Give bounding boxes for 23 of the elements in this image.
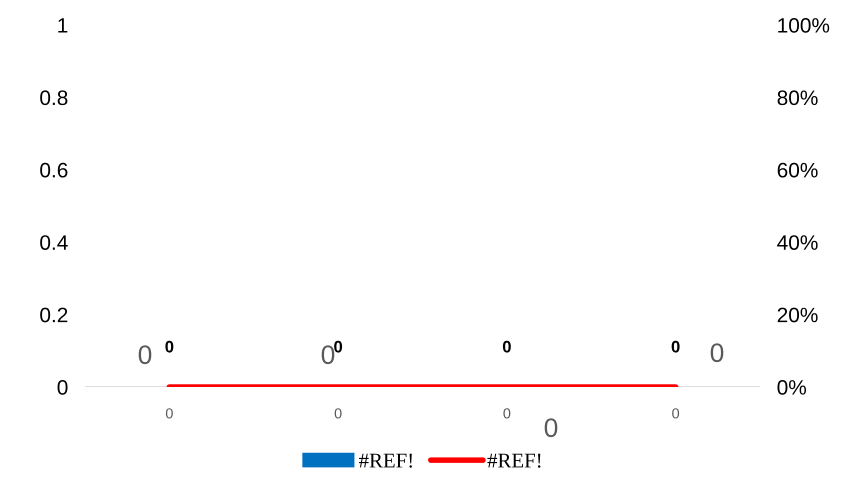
y2-tick-label: 40% — [777, 235, 818, 250]
x-tick-label: 0 — [672, 340, 680, 353]
data-label: 0 — [503, 408, 510, 419]
y2-tick-label: 80% — [778, 90, 818, 106]
y-tick-label: 1 — [58, 18, 68, 33]
y2-tick-label: 0% — [777, 380, 806, 395]
y-tick-label: 0.2 — [40, 308, 68, 322]
y-tick-label: 0 — [58, 380, 68, 395]
y2-tick-label: 60% — [778, 162, 818, 178]
legend-label: #REF! — [358, 454, 412, 468]
y-tick-label: 0.4 — [40, 235, 68, 250]
y-tick-label: 0.8 — [40, 90, 68, 106]
data-label: 0 — [334, 408, 342, 419]
x-tick-label: 0 — [165, 340, 174, 353]
y2-tick-label: 20% — [778, 308, 818, 322]
text: 0 — [544, 418, 558, 438]
x-tick-label: 0 — [334, 340, 342, 353]
y-tick-label: 0.6 — [40, 162, 68, 178]
data-label: 0 — [166, 408, 173, 419]
data-label: 0 — [672, 408, 680, 419]
y2-tick-label: 100% — [778, 18, 830, 33]
x-tick-label: 0 — [502, 340, 511, 353]
legend-label: #REF! — [487, 454, 540, 468]
